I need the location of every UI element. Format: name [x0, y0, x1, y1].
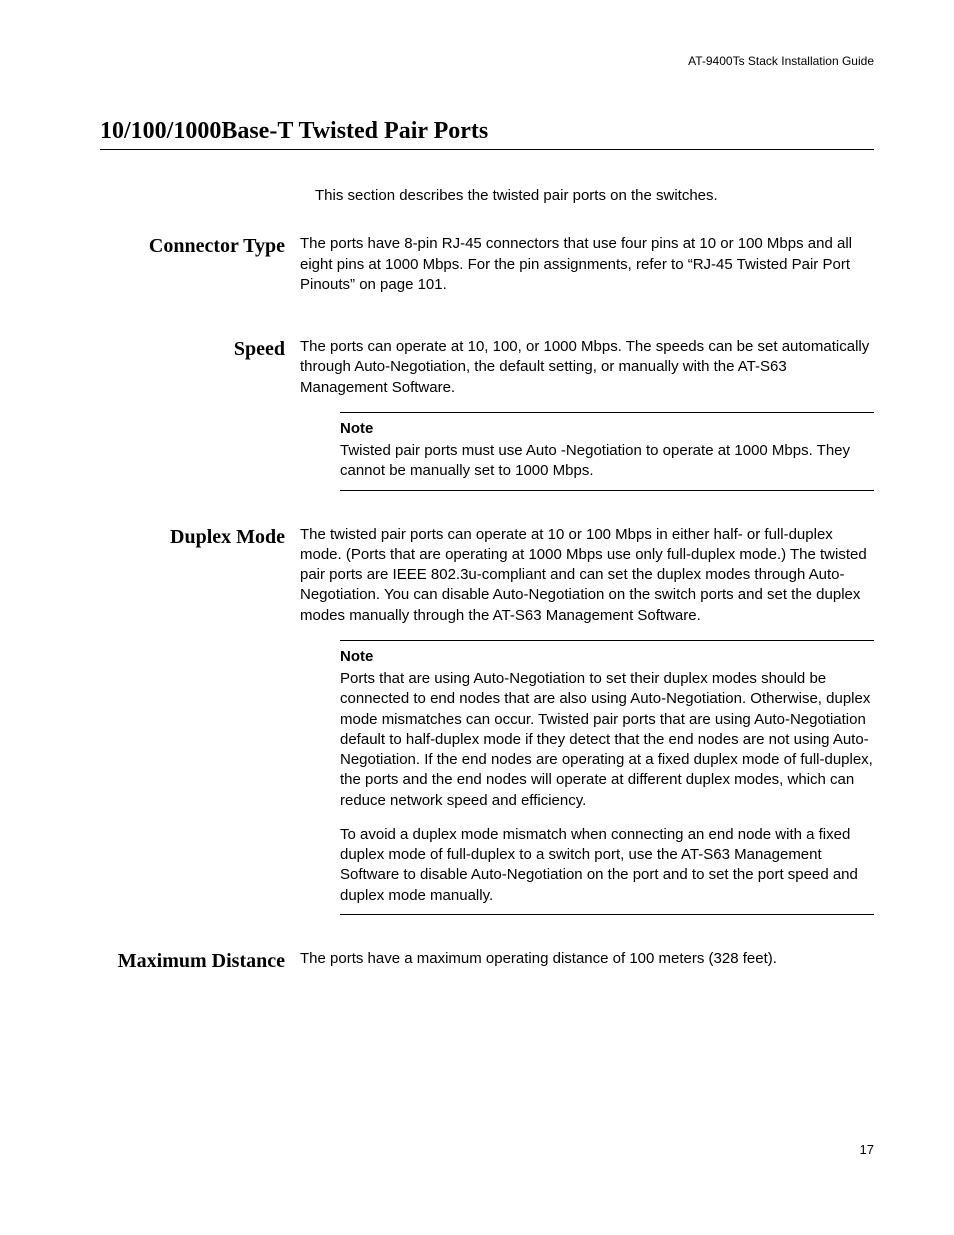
side-label: Connector Type [100, 234, 300, 258]
note-text: Ports that are using Auto-Negotiation to… [340, 669, 874, 906]
note-box: Note Ports that are using Auto-Negotiati… [340, 640, 874, 915]
side-label: Speed [100, 337, 300, 361]
note-box: Note Twisted pair ports must use Auto -N… [340, 412, 874, 491]
document-page: AT-9400Ts Stack Installation Guide 10/10… [0, 0, 954, 1235]
section-title: 10/100/1000Base-T Twisted Pair Ports [100, 118, 874, 150]
section-maximum-distance: Maximum Distance The ports have a maximu… [100, 949, 874, 983]
side-label: Maximum Distance [100, 949, 300, 973]
note-paragraph: Twisted pair ports must use Auto -Negoti… [340, 441, 874, 482]
note-paragraph: To avoid a duplex mode mismatch when con… [340, 825, 874, 906]
running-header: AT-9400Ts Stack Installation Guide [100, 54, 874, 68]
body-text: The ports have 8-pin RJ-45 connectors th… [300, 234, 874, 295]
section-body: The ports have a maximum operating dista… [300, 949, 874, 983]
body-text: The ports can operate at 10, 100, or 100… [300, 337, 874, 398]
body-text: The ports have a maximum operating dista… [300, 949, 874, 969]
note-title: Note [340, 419, 874, 439]
section-body: The ports have 8-pin RJ-45 connectors th… [300, 234, 874, 309]
section-duplex-mode: Duplex Mode The twisted pair ports can o… [100, 525, 874, 921]
section-body: The ports can operate at 10, 100, or 100… [300, 337, 874, 497]
note-paragraph: Ports that are using Auto-Negotiation to… [340, 669, 874, 811]
section-speed: Speed The ports can operate at 10, 100, … [100, 337, 874, 497]
body-text: The twisted pair ports can operate at 10… [300, 525, 874, 626]
section-connector-type: Connector Type The ports have 8-pin RJ-4… [100, 234, 874, 309]
page-number: 17 [860, 1142, 874, 1157]
side-label: Duplex Mode [100, 525, 300, 549]
note-title: Note [340, 647, 874, 667]
intro-paragraph: This section describes the twisted pair … [315, 186, 874, 206]
note-text: Twisted pair ports must use Auto -Negoti… [340, 441, 874, 482]
section-body: The twisted pair ports can operate at 10… [300, 525, 874, 921]
